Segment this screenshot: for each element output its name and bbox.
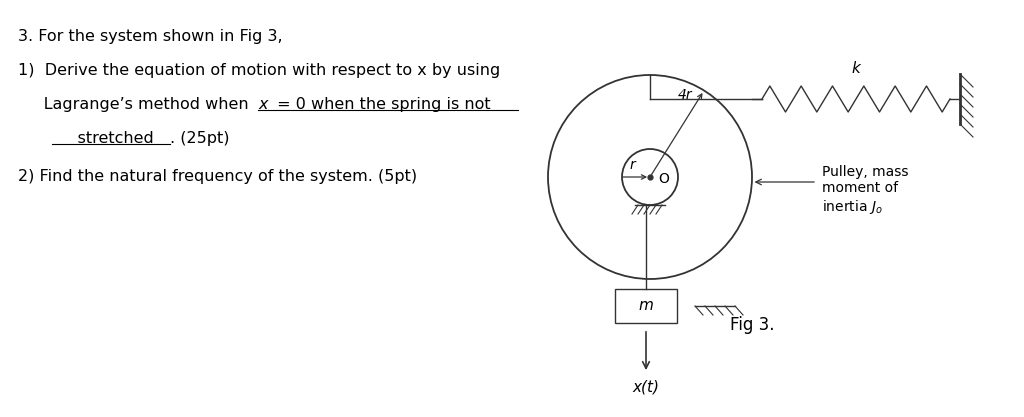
Text: . (25pt): . (25pt) [170,131,229,146]
Text: 2) Find the natural frequency of the system. (5pt): 2) Find the natural frequency of the sys… [18,169,417,184]
Text: 3. For the system shown in Fig 3,: 3. For the system shown in Fig 3, [18,29,283,44]
Text: Pulley, mass
moment of
inertia $J_o$: Pulley, mass moment of inertia $J_o$ [822,165,908,216]
Text: Fig 3.: Fig 3. [730,316,774,334]
Text: stretched: stretched [52,131,154,146]
Text: O: O [658,172,669,186]
Text: k: k [852,61,860,76]
Text: 1)  Derive the equation of motion with respect to x by using: 1) Derive the equation of motion with re… [18,63,501,78]
Text: x: x [258,97,267,112]
Text: = 0 when the spring is not: = 0 when the spring is not [272,97,490,112]
Text: x(t): x(t) [633,380,659,395]
Text: r: r [629,158,635,172]
Text: m: m [639,299,653,314]
Text: Lagrange’s method when: Lagrange’s method when [18,97,254,112]
Bar [615,289,677,323]
Text: 4r: 4r [678,88,692,102]
